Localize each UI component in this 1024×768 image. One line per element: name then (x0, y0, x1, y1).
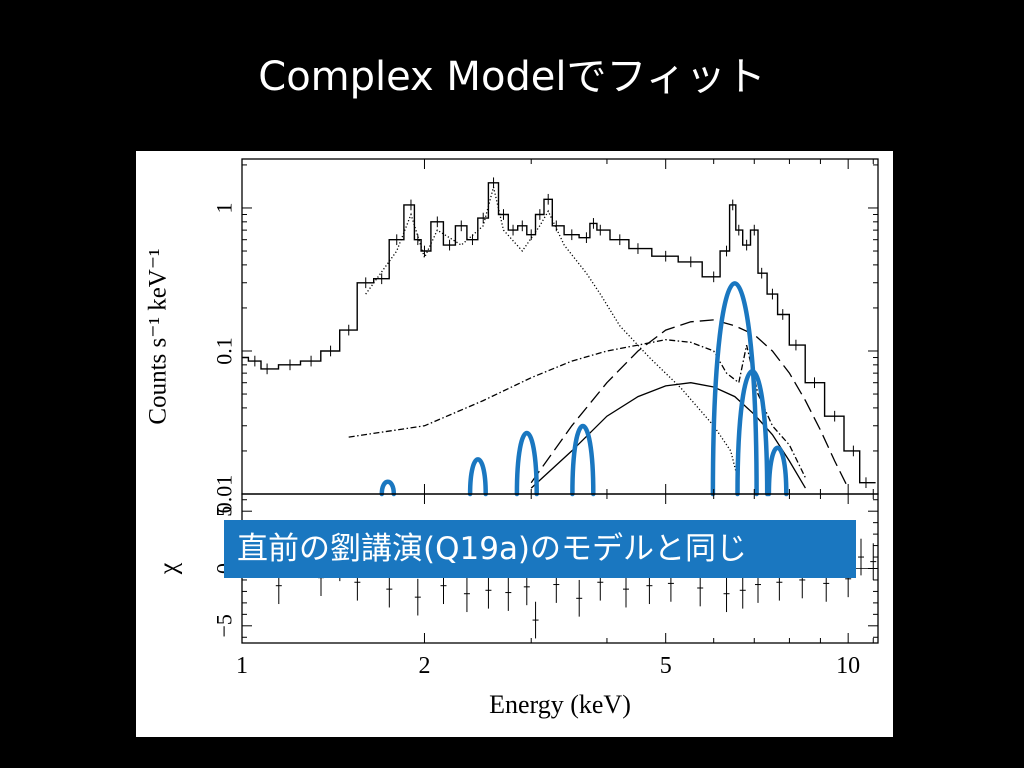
x-tick-label: 1 (236, 653, 248, 679)
top-panel-frame (241, 158, 879, 495)
x-tick-label: 10 (836, 653, 860, 679)
callout-box: 直前の劉講演(Q19a)のモデルと同じ (224, 520, 856, 578)
y-axis-label: Counts s⁻¹ keV⁻¹ (145, 248, 172, 424)
y-tick-label: 1 (212, 202, 237, 213)
tick-marks (241, 159, 878, 643)
top-panel (241, 177, 876, 489)
chi-tick-label: −5 (212, 614, 237, 637)
highlighted-emission-line (735, 369, 770, 497)
y-tick-label: 0.01 (212, 475, 237, 514)
model-component-dotted (365, 186, 740, 483)
highlighted-emission-line (514, 430, 539, 497)
model-component-long-dash (530, 319, 849, 489)
highlighted-emission-line (570, 424, 596, 497)
x-axis-label: Energy (keV) (489, 690, 631, 719)
slide-title: Complex Modelでフィット (258, 54, 766, 100)
y-tick-label: 0.1 (212, 337, 237, 365)
highlighted-emission-line (467, 457, 488, 497)
highlighted-emission-line (379, 479, 397, 497)
model-component-solid (530, 382, 806, 489)
x-tick-label: 5 (660, 653, 672, 679)
highlighted-emission-line (766, 445, 789, 497)
chi-tick-label: 5 (212, 506, 237, 517)
highlighted-lines (379, 281, 789, 497)
highlighted-emission-line (710, 281, 759, 497)
observed-spectrum (242, 182, 876, 484)
chi-axis-label: χ (154, 562, 183, 575)
x-tick-label: 2 (418, 653, 430, 679)
